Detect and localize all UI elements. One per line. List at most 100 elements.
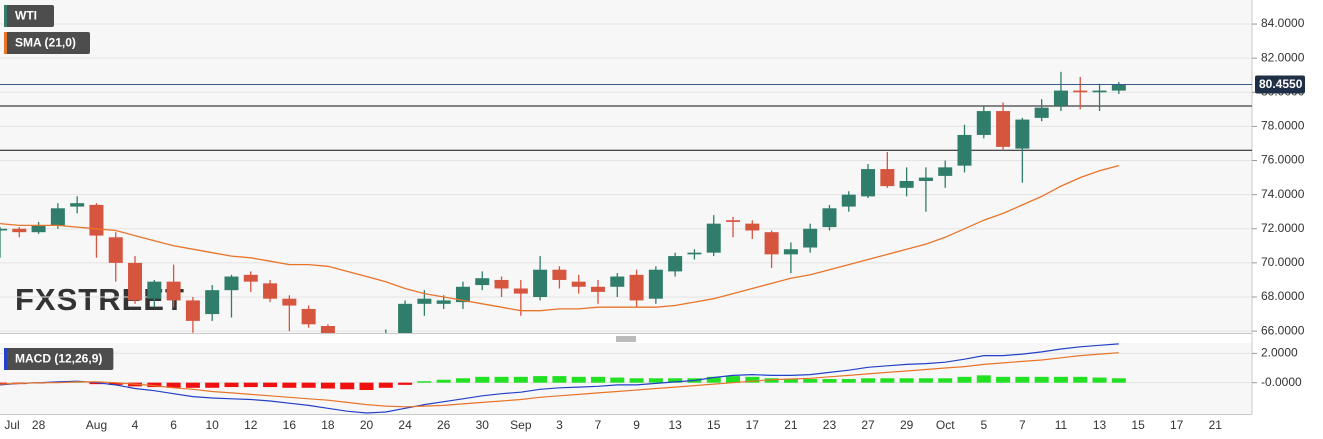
x-tick-label: 15	[1131, 418, 1145, 432]
x-tick-label: Oct	[936, 418, 955, 432]
candle-body	[899, 181, 914, 188]
histogram-bar	[1053, 376, 1068, 383]
candle-body	[880, 169, 895, 187]
legend-label: SMA (21,0)	[15, 36, 76, 50]
histogram-bar	[629, 378, 644, 383]
histogram-bar	[668, 378, 683, 383]
histogram-bar	[282, 382, 297, 388]
x-tick-label: 18	[321, 418, 335, 432]
y-tick-label: 66.0000	[1261, 323, 1305, 337]
histogram-bar	[378, 382, 393, 388]
histogram-bar	[494, 376, 509, 383]
histogram-bar	[185, 382, 200, 388]
x-tick-label: 17	[746, 418, 760, 432]
candle-body	[571, 281, 586, 287]
candle-body	[12, 228, 27, 233]
legend-item: WTI	[4, 5, 54, 27]
x-tick-label: 20	[360, 418, 374, 432]
panel-grip[interactable]	[616, 336, 636, 342]
candle-body	[764, 232, 779, 255]
candle-body	[513, 288, 528, 294]
histogram-bar	[243, 382, 258, 388]
candle-body	[398, 303, 413, 333]
y-tick-label: 74.0000	[1261, 187, 1305, 201]
histogram-bar	[436, 379, 451, 383]
histogram-bar	[899, 378, 914, 383]
y-tick-label: 84.0000	[1261, 16, 1305, 30]
candle-body	[1111, 84, 1126, 91]
y-tick-label: 72.0000	[1261, 221, 1305, 235]
histogram-bar	[359, 382, 374, 390]
histogram-bar	[706, 376, 721, 383]
x-tick-label: 21	[1209, 418, 1223, 432]
x-tick-label: 27	[861, 418, 875, 432]
x-tick-label: 4	[132, 418, 139, 432]
candle-body	[166, 281, 181, 301]
legend-swatch	[4, 32, 7, 54]
x-tick-label: Sep	[510, 418, 532, 432]
candle-body	[147, 281, 162, 299]
histogram-bar	[398, 382, 413, 385]
x-tick-label: 10	[206, 418, 220, 432]
candle-body	[1073, 90, 1088, 93]
legend-swatch	[4, 5, 7, 27]
candle-body	[282, 298, 297, 306]
legend-box	[4, 5, 54, 27]
candle-body	[687, 252, 702, 255]
candle-body	[1015, 119, 1030, 149]
candle-body	[320, 326, 335, 333]
histogram-bar	[648, 378, 663, 383]
last-price-label: 80.4550	[1259, 77, 1303, 91]
macd-line	[0, 343, 1119, 414]
x-tick-label: 9	[633, 418, 640, 432]
candle-body	[552, 269, 567, 280]
histogram-bar	[1073, 376, 1088, 383]
candles	[0, 71, 1252, 333]
candle-body	[0, 228, 7, 231]
y-tick-label: 76.0000	[1261, 153, 1305, 167]
x-tick-label: Aug	[86, 418, 107, 432]
histogram-bar	[263, 382, 278, 388]
histogram-bar	[552, 376, 567, 383]
histogram-bar	[224, 382, 239, 388]
legend-box	[4, 348, 114, 370]
candle-body	[205, 290, 220, 315]
candle-body	[976, 111, 991, 135]
histogram-bar	[726, 376, 741, 383]
y-tick-label: 78.0000	[1261, 119, 1305, 133]
candle-body	[31, 225, 46, 233]
x-tick-label: 7	[1019, 418, 1026, 432]
x-tick-label: 7	[595, 418, 602, 432]
histogram-bar	[861, 378, 876, 383]
x-tick-label: Jul	[4, 418, 19, 432]
histogram-bar	[1092, 377, 1107, 383]
histogram-bar	[1111, 378, 1126, 383]
histogram-bar	[513, 376, 528, 383]
histogram-bar	[301, 382, 316, 388]
x-tick-label: 26	[437, 418, 451, 432]
x-tick-label: 11	[1055, 418, 1068, 432]
candle-body	[50, 208, 65, 226]
histogram-bar	[89, 382, 104, 385]
candle-body	[957, 134, 972, 166]
histogram-bar	[205, 382, 220, 388]
histogram-bar	[803, 379, 818, 383]
candle-body	[89, 204, 104, 236]
x-tick-label: 24	[398, 418, 412, 432]
x-tick-label: 23	[823, 418, 837, 432]
candle-body	[475, 278, 490, 286]
histogram-bar	[957, 376, 972, 383]
candle-body	[996, 111, 1011, 147]
histogram-bar	[340, 382, 355, 390]
histogram-bar	[938, 378, 953, 383]
candle-body	[224, 276, 239, 291]
x-tick-label: 3	[556, 418, 563, 432]
candle-body	[822, 208, 837, 228]
candle-body	[803, 228, 818, 248]
candle-body	[861, 169, 876, 197]
histogram-bar	[918, 378, 933, 383]
candle-body	[841, 194, 856, 207]
candle-body	[417, 298, 432, 304]
x-tick-label: 28	[32, 418, 46, 432]
